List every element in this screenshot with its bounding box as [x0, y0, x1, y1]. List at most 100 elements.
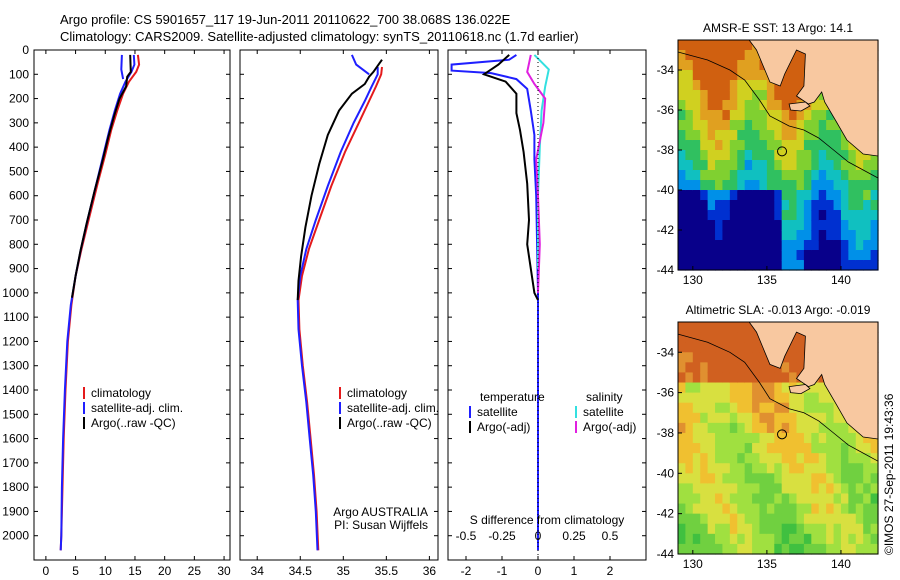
heatmap-cell — [700, 362, 709, 374]
heatmap-cell — [700, 382, 709, 394]
heatmap-cell — [774, 110, 783, 121]
x2-tick-label: 0.25 — [562, 529, 586, 543]
heatmap-cell — [796, 523, 805, 535]
heatmap-cell — [744, 432, 753, 444]
heatmap-cell — [692, 372, 701, 384]
heatmap-cell — [752, 120, 761, 131]
heatmap-cell — [796, 200, 805, 211]
heatmap-cell — [752, 260, 761, 271]
heatmap-cell — [848, 443, 857, 454]
heatmap-cell — [811, 392, 820, 404]
heatmap-cell — [744, 533, 753, 545]
heatmap-cell — [759, 443, 768, 454]
heatmap-cell — [729, 422, 738, 434]
heatmap-cell — [811, 100, 820, 111]
heatmap-cell — [848, 453, 857, 464]
heatmap-cell — [692, 513, 701, 525]
heatmap-cell — [774, 422, 783, 434]
heatmap-cell — [803, 412, 812, 424]
heatmap-cell — [700, 130, 709, 141]
heatmap-cell — [855, 473, 864, 484]
heatmap-cell — [863, 170, 872, 181]
heatmap-cell — [811, 130, 820, 141]
heatmap-cell — [685, 190, 694, 201]
x-tick-label: 20 — [158, 564, 172, 578]
heatmap-cell — [737, 342, 746, 353]
series-line-1 — [59, 54, 141, 551]
heatmap-cell — [766, 493, 775, 505]
heatmap-cell — [781, 513, 790, 525]
heatmap-cell — [744, 443, 753, 454]
heatmap-cell — [752, 150, 761, 161]
heatmap-cell — [796, 230, 805, 241]
heatmap-cell — [766, 240, 775, 251]
heatmap-cell — [789, 362, 798, 374]
heatmap-cell — [781, 240, 790, 251]
island — [788, 101, 811, 112]
heatmap-cell — [715, 533, 724, 545]
heatmap-cell — [848, 543, 857, 555]
heatmap-cell — [729, 260, 738, 271]
heatmap-cell — [789, 210, 798, 221]
heatmap-cell — [737, 80, 746, 91]
heatmap-cell — [678, 190, 687, 201]
heatmap-cell — [848, 533, 857, 545]
heatmap-cell — [863, 513, 872, 525]
heatmap-cell — [752, 382, 761, 394]
heatmap-cell — [848, 150, 857, 161]
heatmap-cell — [700, 70, 709, 81]
heatmap-cell — [744, 352, 753, 363]
heatmap-cell — [863, 180, 872, 191]
x2-axis-label: S difference from climatology — [470, 513, 625, 527]
heatmap-cell — [818, 120, 827, 131]
heatmap-cell — [759, 453, 768, 464]
heatmap-cell — [818, 473, 827, 484]
heatmap-cell — [678, 260, 687, 271]
heatmap-cell — [774, 412, 783, 424]
heatmap-cell — [803, 230, 812, 241]
heatmap-cell — [759, 533, 768, 545]
annotation-text: PI: Susan Wijffels — [334, 518, 428, 532]
heatmap-cell — [803, 260, 812, 271]
heatmap-cell — [803, 392, 812, 404]
heatmap-cell — [759, 483, 768, 495]
heatmap-cell — [796, 503, 805, 515]
heatmap-cell — [796, 140, 805, 151]
heatmap-cell — [789, 543, 798, 555]
map-x-tick-label: 135 — [757, 557, 777, 571]
heatmap-cell — [826, 210, 835, 221]
heatmap-cell — [848, 493, 857, 505]
heatmap-cell — [744, 483, 753, 495]
heatmap-cell — [678, 392, 687, 404]
heatmap-cell — [840, 503, 849, 515]
heatmap-cell — [678, 543, 687, 555]
heatmap-cell — [722, 50, 731, 61]
heatmap-cell — [870, 230, 879, 241]
heatmap-cell — [789, 473, 798, 484]
heatmap-cell — [789, 200, 798, 211]
heatmap-cell — [752, 523, 761, 535]
heatmap-cell — [737, 322, 746, 333]
heatmap-cell — [766, 463, 775, 474]
heatmap-cell — [766, 220, 775, 231]
heatmap-cell — [766, 473, 775, 484]
heatmap-cell — [855, 483, 864, 495]
heatmap-cell — [774, 432, 783, 444]
x-tick-label: 5 — [72, 564, 79, 578]
heatmap-cell — [744, 220, 753, 231]
heatmap-cell — [692, 120, 701, 131]
heatmap-cell — [707, 100, 716, 111]
heatmap-cell — [692, 362, 701, 374]
heatmap-cell — [811, 210, 820, 221]
legend-entry: climatology — [347, 386, 407, 400]
heatmap-cell — [752, 140, 761, 151]
heatmap-cell — [692, 220, 701, 231]
heatmap-cell — [759, 160, 768, 171]
heatmap-cell — [870, 483, 879, 495]
plot-frame — [447, 49, 647, 561]
x-axis-label: salinity — [321, 578, 358, 580]
heatmap-cell — [692, 160, 701, 171]
heatmap-cell — [759, 422, 768, 434]
heatmap-cell — [707, 250, 716, 261]
heatmap-cell — [855, 260, 864, 271]
